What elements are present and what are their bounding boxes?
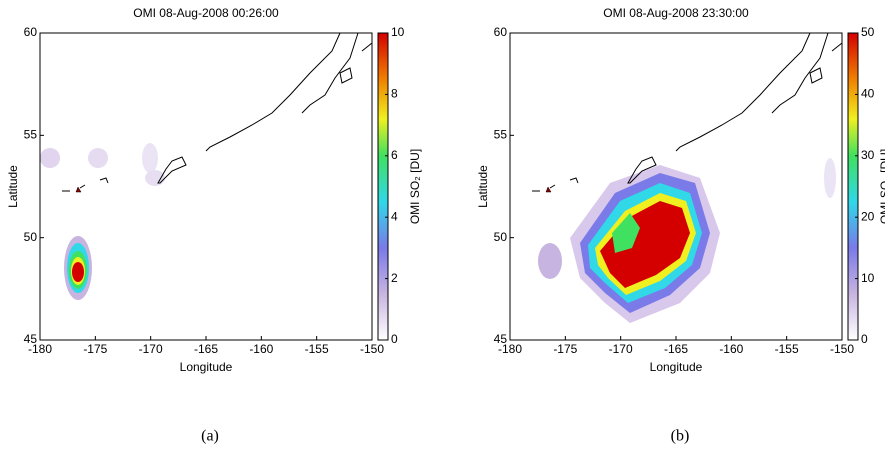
x-tick-label: -155 [305, 342, 329, 356]
x-tick-label: -165 [664, 342, 688, 356]
x-label: Longitude [180, 360, 233, 374]
colorbar-label: OMI SO₂ [DU] [408, 149, 422, 224]
y-tick-label: 50 [494, 230, 508, 244]
colorbar-tick-label: 8 [391, 87, 398, 101]
x-tick-label: -160 [719, 342, 743, 356]
y-tick-label: 55 [24, 128, 38, 142]
x-tick-label: -170 [139, 342, 163, 356]
colorbar-tick-label: 30 [861, 148, 875, 162]
caption: (b) [671, 428, 690, 445]
so2-field-b [531, 32, 843, 323]
x-tick-label: -150 [360, 342, 384, 356]
x-tick-label: -160 [249, 342, 273, 356]
x-label: Longitude [650, 360, 703, 374]
y-label: Latitude [6, 165, 20, 208]
y-tick-label: 60 [494, 25, 508, 39]
colorbar-tick-label: 0 [391, 332, 398, 346]
colorbar-tick-label: 40 [861, 87, 875, 101]
colorbar-tick-label: 2 [391, 271, 398, 285]
y-tick-label: 55 [494, 128, 508, 142]
colorbar-tick-label: 6 [391, 148, 398, 162]
y-tick-label: 45 [494, 332, 508, 346]
colorbar-tick-label: 20 [861, 209, 875, 223]
x-tick-label: -175 [83, 342, 107, 356]
colorbar-tick-label: 50 [861, 25, 875, 39]
y-tick-label: 50 [24, 230, 38, 244]
caption: (a) [201, 428, 219, 445]
colorbar-tick-label: 4 [391, 209, 398, 223]
x-tick-label: -175 [553, 342, 577, 356]
x-tick-label: -155 [775, 342, 799, 356]
axes-frame [39, 32, 373, 341]
x-tick-label: -165 [194, 342, 218, 356]
x-tick-label: -180 [498, 342, 522, 356]
x-tick-label: -170 [609, 342, 633, 356]
y-tick-label: 60 [24, 25, 38, 39]
so2-field-a [40, 32, 373, 300]
y-label: Latitude [476, 165, 490, 208]
y-tick-label: 45 [24, 332, 38, 346]
x-tick-label: -150 [830, 342, 854, 356]
colorbar-tick-label: 10 [391, 25, 405, 39]
title: OMI 08-Aug-2008 23:30:00 [603, 6, 749, 20]
colorbar [377, 32, 389, 341]
colorbar-tick-label: 0 [861, 332, 868, 346]
colorbar [847, 32, 859, 341]
x-tick-label: -180 [28, 342, 52, 356]
colorbar-label: OMI SO₂ [DU] [878, 149, 885, 224]
title: OMI 08-Aug-2008 00:26:00 [133, 6, 279, 20]
colorbar-tick-label: 10 [861, 271, 875, 285]
